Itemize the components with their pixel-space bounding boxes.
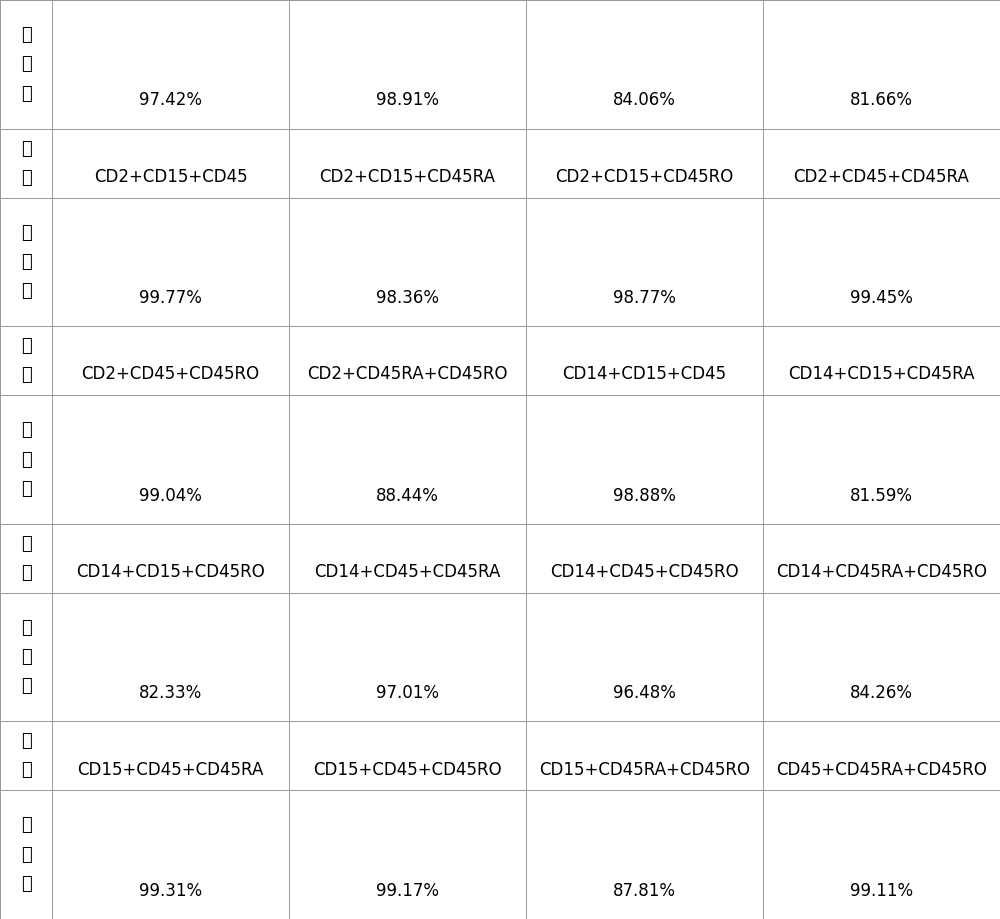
Text: CD15+CD45+CD45RO: CD15+CD45+CD45RO: [313, 761, 502, 778]
Text: 81.59%: 81.59%: [850, 486, 913, 505]
Text: CD15+CD45RA+CD45RO: CD15+CD45RA+CD45RO: [539, 761, 750, 778]
Text: 84.06%: 84.06%: [613, 92, 676, 109]
Text: 99.31%: 99.31%: [139, 881, 202, 900]
Text: 84.26%: 84.26%: [850, 684, 913, 702]
Text: 99.17%: 99.17%: [376, 881, 439, 900]
Text: 99.11%: 99.11%: [850, 881, 913, 900]
Text: 99.45%: 99.45%: [850, 289, 913, 307]
Text: 96.48%: 96.48%: [613, 684, 676, 702]
Text: 去
除
率: 去 除 率: [21, 618, 31, 696]
Text: 88.44%: 88.44%: [376, 486, 439, 505]
Text: CD2+CD45+CD45RA: CD2+CD45+CD45RA: [794, 168, 969, 186]
Text: CD2+CD15+CD45: CD2+CD15+CD45: [94, 168, 247, 186]
Text: 87.81%: 87.81%: [613, 881, 676, 900]
Text: 98.36%: 98.36%: [376, 289, 439, 307]
Text: CD14+CD15+CD45RO: CD14+CD15+CD45RO: [76, 563, 265, 581]
Text: CD2+CD45RA+CD45RO: CD2+CD45RA+CD45RO: [307, 366, 508, 383]
Text: 99.04%: 99.04%: [139, 486, 202, 505]
Text: 抗
体: 抗 体: [21, 337, 31, 384]
Text: CD2+CD15+CD45RA: CD2+CD15+CD45RA: [320, 168, 496, 186]
Text: CD14+CD45+CD45RA: CD14+CD45+CD45RA: [314, 563, 501, 581]
Text: CD45+CD45RA+CD45RO: CD45+CD45RA+CD45RO: [776, 761, 987, 778]
Text: CD15+CD45+CD45RA: CD15+CD45+CD45RA: [77, 761, 264, 778]
Text: CD14+CD15+CD45RA: CD14+CD15+CD45RA: [788, 366, 975, 383]
Text: 99.77%: 99.77%: [139, 289, 202, 307]
Text: 82.33%: 82.33%: [139, 684, 202, 702]
Text: CD14+CD45RA+CD45RO: CD14+CD45RA+CD45RO: [776, 563, 987, 581]
Text: 去
除
率: 去 除 率: [21, 421, 31, 498]
Text: 97.01%: 97.01%: [376, 684, 439, 702]
Text: 抗
体: 抗 体: [21, 732, 31, 779]
Text: 去
除
率: 去 除 率: [21, 816, 31, 892]
Text: 抗
体: 抗 体: [21, 535, 31, 582]
Text: CD14+CD45+CD45RO: CD14+CD45+CD45RO: [550, 563, 739, 581]
Text: CD2+CD45+CD45RO: CD2+CD45+CD45RO: [81, 366, 260, 383]
Text: 去
除
率: 去 除 率: [21, 223, 31, 301]
Text: CD14+CD15+CD45: CD14+CD15+CD45: [562, 366, 727, 383]
Text: 抗
体: 抗 体: [21, 140, 31, 187]
Text: 98.91%: 98.91%: [376, 92, 439, 109]
Text: 去
除
率: 去 除 率: [21, 27, 31, 103]
Text: 98.88%: 98.88%: [613, 486, 676, 505]
Text: 98.77%: 98.77%: [613, 289, 676, 307]
Text: 97.42%: 97.42%: [139, 92, 202, 109]
Text: CD2+CD15+CD45RO: CD2+CD15+CD45RO: [555, 168, 734, 186]
Text: 81.66%: 81.66%: [850, 92, 913, 109]
